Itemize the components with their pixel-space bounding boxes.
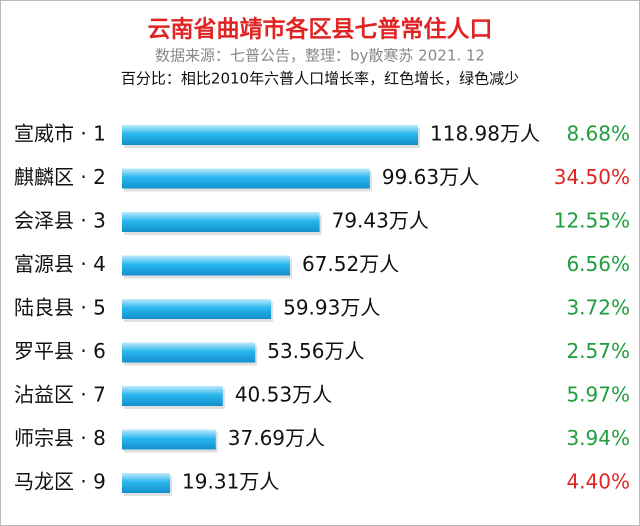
value-label: 19.31万人 [182, 470, 279, 494]
growth-label: 3.94% [566, 426, 630, 450]
bar [122, 168, 370, 189]
value-label: 79.43万人 [332, 209, 429, 233]
growth-label: 6.56% [566, 252, 630, 276]
growth-label: 12.55% [554, 209, 630, 233]
growth-label: 34.50% [554, 165, 630, 189]
growth-label: 3.72% [566, 296, 630, 320]
growth-label: 2.57% [566, 339, 630, 363]
category-label: 会泽县 · 3 [14, 209, 106, 233]
value-label: 59.93万人 [283, 296, 380, 320]
chart-note: 百分比：相比2010年六普人口增长率，红色增长，绿色减少 [121, 70, 519, 88]
chart-title: 云南省曲靖市各区县七普常住人口 [148, 16, 493, 43]
chart-subtitle: 数据来源：七普公告，整理：by散寒苏 2021. 12 [155, 47, 485, 65]
value-label: 99.63万人 [382, 165, 479, 189]
category-label: 富源县 · 4 [14, 252, 106, 276]
bar [122, 255, 290, 276]
bar [122, 342, 256, 363]
value-label: 67.52万人 [302, 252, 399, 276]
category-label: 师宗县 · 8 [14, 426, 106, 450]
category-label: 陆良县 · 5 [14, 296, 106, 320]
bar [122, 473, 171, 493]
category-label: 宣威市 · 1 [14, 122, 106, 146]
bar [122, 429, 216, 450]
growth-label: 4.40% [566, 470, 630, 494]
category-label: 罗平县 · 6 [14, 339, 106, 363]
bar [122, 299, 272, 319]
bar [122, 212, 320, 232]
value-label: 53.56万人 [267, 339, 364, 363]
growth-label: 5.97% [566, 383, 630, 407]
category-label: 马龙区 · 9 [14, 470, 106, 494]
value-label: 37.69万人 [228, 426, 325, 450]
value-label: 40.53万人 [235, 383, 332, 407]
bar [122, 386, 223, 406]
category-label: 麒麟区 · 2 [14, 165, 106, 189]
category-label: 沾益区 · 7 [14, 383, 106, 407]
growth-label: 8.68% [566, 122, 630, 146]
value-label: 118.98万人 [430, 122, 540, 146]
bar [122, 125, 418, 145]
